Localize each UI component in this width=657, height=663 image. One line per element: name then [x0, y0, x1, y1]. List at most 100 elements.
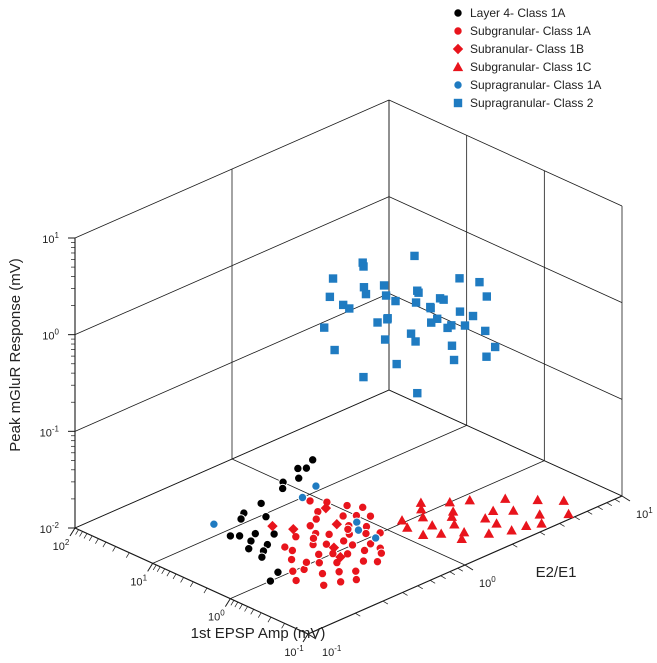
x-minor-tick — [234, 601, 239, 608]
x-minor-tick — [203, 587, 208, 594]
data-point — [236, 514, 246, 524]
side-wall-gridline — [74, 196, 390, 336]
series-1 — [225, 455, 318, 586]
data-point — [391, 296, 400, 306]
data-point — [500, 493, 511, 503]
data-point — [439, 295, 448, 304]
data-point — [269, 529, 279, 539]
data-point — [482, 292, 491, 301]
data-point — [532, 494, 543, 505]
y-major-tick — [621, 495, 631, 502]
side-wall-gridline — [74, 99, 390, 239]
x-minor-tick — [161, 568, 165, 574]
x-minor-tick — [79, 531, 83, 537]
data-point — [491, 518, 502, 528]
data-point — [381, 291, 391, 300]
data-point — [455, 274, 464, 283]
x-minor-tick — [152, 564, 157, 571]
floor-gridline — [231, 458, 466, 566]
legend-label: Subgranular- Class 1C — [470, 60, 592, 74]
x-minor-tick — [83, 533, 88, 539]
y-minor-tick — [512, 543, 518, 548]
data-point — [417, 511, 429, 522]
data-point — [297, 492, 308, 503]
data-point — [334, 567, 344, 577]
data-point — [256, 498, 266, 509]
legend: Layer 4- Class 1A Subgranular- Class 1A Su… — [452, 6, 601, 110]
legend-item: Layer 4- Class 1A — [453, 6, 565, 20]
legend-item: Supragranular- Class 1A — [453, 78, 601, 92]
y-minor-tick — [539, 531, 546, 536]
data-point — [427, 318, 436, 327]
series-5 — [209, 481, 381, 543]
data-point — [314, 549, 324, 560]
data-point — [464, 494, 475, 505]
data-point — [411, 337, 420, 346]
data-point — [338, 511, 348, 521]
x-minor-tick — [172, 573, 177, 580]
x-minor-tick — [189, 581, 194, 587]
data-point — [370, 533, 381, 543]
data-point — [383, 314, 392, 323]
data-point — [311, 514, 321, 524]
data-point — [305, 496, 315, 506]
side-wall-gridline — [74, 292, 390, 432]
data-point — [273, 567, 283, 577]
data-point — [417, 529, 429, 539]
data-point — [358, 556, 369, 566]
y-minor-tick — [586, 511, 593, 515]
z-tick-label: 10-2 — [40, 521, 60, 536]
data-point — [209, 519, 219, 529]
data-point — [415, 497, 427, 507]
data-point — [534, 509, 545, 519]
z-tick-label: 10-1 — [40, 424, 60, 439]
floor-gridline — [388, 389, 623, 497]
legend-label: Layer 4- Class 1A — [470, 6, 565, 20]
data-point — [244, 544, 254, 554]
data-point — [396, 515, 408, 525]
x-tick-label: 100 — [208, 609, 225, 624]
y-minor-tick — [402, 592, 408, 596]
data-point — [308, 533, 319, 544]
x-tick-label: 101 — [130, 573, 147, 588]
data-point — [460, 321, 470, 330]
data-point — [475, 277, 484, 287]
z-axis-label: Peak mGluR Response (mV) — [7, 258, 24, 451]
data-point — [458, 527, 470, 537]
data-point — [277, 483, 288, 494]
data-point — [265, 576, 276, 586]
x-minor-tick — [102, 541, 107, 548]
data-point — [372, 556, 383, 567]
data-point — [359, 283, 369, 292]
data-point — [447, 341, 457, 350]
data-point — [335, 551, 346, 563]
x-tick-label: 102 — [53, 538, 70, 553]
data-point — [286, 554, 297, 565]
data-point — [506, 525, 517, 535]
y-minor-tick — [382, 600, 389, 605]
data-point — [280, 542, 290, 552]
data-point — [444, 497, 456, 507]
data-point — [250, 528, 261, 539]
data-point — [446, 511, 458, 521]
data-point — [411, 298, 421, 307]
x-minor-tick — [239, 603, 243, 610]
data-point — [406, 329, 416, 338]
data-point — [311, 481, 321, 491]
data-point — [380, 335, 390, 344]
legend-label: Supragranular- Class 2 — [470, 96, 594, 110]
data-point — [294, 473, 304, 483]
data-point — [359, 545, 370, 556]
data-point — [261, 512, 271, 522]
y-minor-tick — [606, 502, 612, 506]
y-minor-tick — [559, 523, 565, 527]
data-point — [343, 524, 353, 534]
x-axis-line — [74, 527, 309, 635]
x-minor-tick — [180, 577, 184, 583]
data-point — [410, 251, 419, 261]
legend-item: Supragranular- Class 2 — [453, 96, 594, 110]
data-point — [314, 558, 325, 568]
back-wall-gridline — [388, 292, 623, 400]
legend-item: Subgranular- Class 1C — [452, 60, 592, 74]
